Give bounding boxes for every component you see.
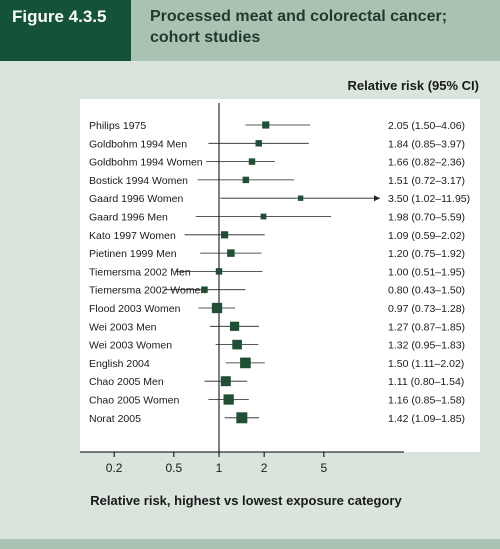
point-estimate (255, 140, 262, 147)
x-tick-label: 0.5 (166, 461, 183, 475)
study-label: Goldbohm 1994 Women (89, 157, 203, 169)
forest-row: Philips 1975 2.05 (1.50–4.06) (89, 120, 465, 132)
study-label: Pietinen 1999 Men (89, 248, 177, 260)
forest-row: Gaard 1996 Women 3.50 (1.02–11.95) (89, 193, 470, 205)
point-estimate (211, 302, 223, 314)
ci-value: 1.27 (0.87–1.85) (388, 321, 465, 333)
forest-row: Tiemersma 2002 Women 0.80 (0.43–1.50) (89, 285, 465, 297)
study-label: Bostick 1994 Women (89, 175, 188, 187)
forest-row: Pietinen 1999 Men 1.20 (0.75–1.92) (89, 248, 465, 260)
study-label: Flood 2003 Women (89, 303, 181, 315)
point-estimate (297, 195, 304, 201)
forest-row: Goldbohm 1994 Women 1.66 (0.82–2.36) (89, 157, 465, 169)
forest-row: Kato 1997 Women 1.09 (0.59–2.02) (89, 230, 465, 242)
x-tick-label: 5 (321, 461, 328, 475)
forest-row: Goldbohm 1994 Men 1.84 (0.85–3.97) (89, 138, 465, 150)
figure-header: Figure 4.3.5 Processed meat and colorect… (0, 0, 500, 61)
study-label: Chao 2005 Men (89, 376, 164, 388)
point-estimate (215, 268, 223, 275)
ci-value: 1.98 (0.70–5.59) (388, 212, 465, 224)
point-estimate (236, 412, 248, 424)
ci-value: 1.00 (0.51–1.95) (388, 266, 465, 278)
x-tick-label: 0.2 (106, 461, 123, 475)
ci-value: 1.51 (0.72–3.17) (388, 175, 465, 187)
forest-row: Gaard 1996 Men 1.98 (0.70–5.59) (89, 212, 465, 224)
forest-row: Norat 2005 1.42 (1.09–1.85) (89, 412, 465, 425)
point-estimate (221, 231, 229, 239)
point-estimate (220, 376, 231, 387)
forest-row: Bostick 1994 Women 1.51 (0.72–3.17) (89, 175, 465, 187)
x-axis-label: Relative risk, highest vs lowest exposur… (90, 493, 402, 508)
value-column-header: Relative risk (95% CI) (347, 78, 479, 93)
study-label: Kato 1997 Women (89, 230, 176, 242)
ci-value: 1.66 (0.82–2.36) (388, 157, 465, 169)
ci-value: 1.09 (0.59–2.02) (388, 230, 465, 242)
forest-row: Wei 2003 Men 1.27 (0.87–1.85) (89, 321, 465, 333)
ci-value: 1.20 (0.75–1.92) (388, 248, 465, 260)
ci-value: 1.16 (0.85–1.58) (388, 395, 465, 407)
ci-value: 1.42 (1.09–1.85) (388, 413, 465, 425)
study-label: Goldbohm 1994 Men (89, 138, 187, 150)
forest-row: Wei 2003 Women 1.32 (0.95–1.83) (89, 340, 465, 352)
point-estimate (229, 321, 240, 331)
point-estimate (227, 249, 235, 257)
study-label: Chao 2005 Women (89, 395, 179, 407)
x-tick-label: 1 (216, 461, 223, 475)
point-estimate (232, 339, 242, 350)
study-label: English 2004 (89, 358, 150, 370)
point-estimate (242, 176, 250, 184)
study-label: Norat 2005 (89, 413, 141, 425)
point-estimate (201, 286, 208, 293)
ci-value: 2.05 (1.50–4.06) (388, 120, 465, 132)
forest-row: Chao 2005 Men 1.11 (0.80–1.54) (89, 376, 464, 388)
ci-value: 0.97 (0.73–1.28) (388, 303, 465, 315)
study-label: Gaard 1996 Men (89, 212, 168, 224)
ci-value: 1.32 (0.95–1.83) (388, 340, 465, 352)
footer-band (0, 539, 500, 549)
study-label: Tiemersma 2002 Men (89, 266, 191, 278)
forest-row: Chao 2005 Women 1.16 (0.85–1.58) (89, 394, 465, 407)
point-estimate (260, 213, 267, 220)
point-estimate (223, 394, 234, 405)
study-label: Wei 2003 Women (89, 340, 172, 352)
study-label: Wei 2003 Men (89, 321, 157, 333)
point-estimate (240, 357, 251, 369)
x-tick-label: 2 (261, 461, 268, 475)
figure-label: Figure 4.3.5 (0, 0, 131, 61)
point-estimate (262, 121, 270, 129)
ci-value: 3.50 (1.02–11.95) (388, 193, 470, 205)
study-label: Gaard 1996 Women (89, 193, 184, 205)
point-estimate (248, 158, 256, 165)
study-label: Tiemersma 2002 Women (89, 285, 206, 297)
ci-arrow (374, 195, 380, 202)
forest-row: English 2004 1.50 (1.11–2.02) (89, 357, 464, 370)
ci-value: 0.80 (0.43–1.50) (388, 285, 465, 297)
ci-value: 1.84 (0.85–3.97) (388, 138, 465, 150)
forest-row: Flood 2003 Women 0.97 (0.73–1.28) (89, 302, 465, 315)
ci-value: 1.50 (1.11–2.02) (388, 358, 464, 370)
figure-title: Processed meat and colorectal cancer; co… (150, 8, 448, 46)
study-label: Philips 1975 (89, 120, 146, 132)
plot-panel (80, 99, 480, 452)
forest-row: Tiemersma 2002 Men 1.00 (0.51–1.95) (89, 266, 465, 278)
ci-value: 1.11 (0.80–1.54) (388, 376, 464, 388)
